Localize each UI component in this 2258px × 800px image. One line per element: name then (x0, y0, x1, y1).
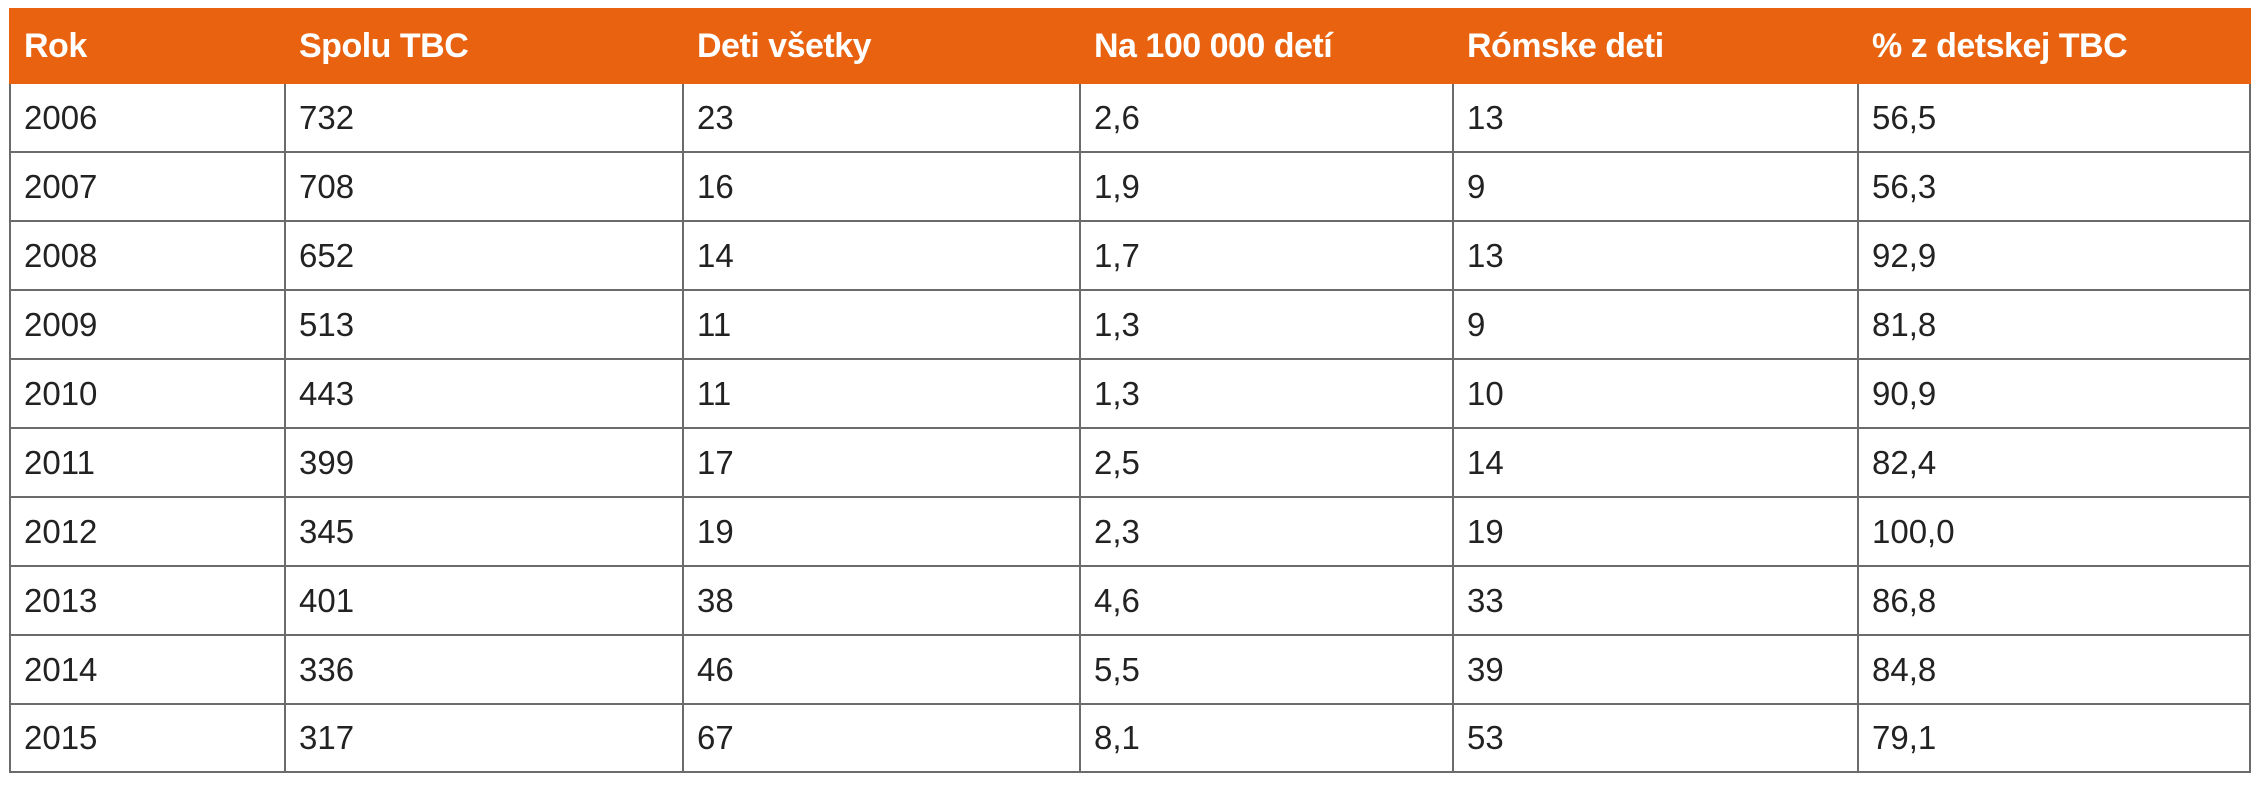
table-cell: 19 (682, 496, 1081, 567)
column-header-percent-detskej-tbc: % z detskej TBC (1857, 8, 2251, 84)
table-cell: 513 (284, 289, 684, 360)
table-row: 2013 401 38 4,6 33 86,8 (9, 565, 2251, 636)
table-cell: 38 (682, 565, 1081, 636)
column-header-spolu-tbc: Spolu TBC (284, 8, 684, 84)
table-cell: 2,5 (1079, 427, 1454, 498)
table-row: 2015 317 67 8,1 53 79,1 (9, 703, 2251, 773)
table-cell: 732 (284, 82, 684, 153)
column-header-rok: Rok (9, 8, 286, 84)
table-cell: 9 (1452, 151, 1859, 222)
table-cell: 2010 (9, 358, 286, 429)
tbc-data-table: Rok Spolu TBC Deti všetky Na 100 000 det… (9, 8, 2251, 773)
table-cell: 92,9 (1857, 220, 2251, 291)
table-cell: 82,4 (1857, 427, 2251, 498)
table-cell: 1,9 (1079, 151, 1454, 222)
table-row: 2009 513 11 1,3 9 81,8 (9, 289, 2251, 360)
column-header-na-100000-deti: Na 100 000 detí (1079, 8, 1454, 84)
table-cell: 11 (682, 289, 1081, 360)
table-row: 2006 732 23 2,6 13 56,5 (9, 82, 2251, 153)
table-cell: 23 (682, 82, 1081, 153)
table-cell: 8,1 (1079, 703, 1454, 773)
table-row: 2012 345 19 2,3 19 100,0 (9, 496, 2251, 567)
table-cell: 56,3 (1857, 151, 2251, 222)
table-cell: 2012 (9, 496, 286, 567)
table-cell: 2006 (9, 82, 286, 153)
table-cell: 19 (1452, 496, 1859, 567)
table-cell: 13 (1452, 82, 1859, 153)
header-row: Rok Spolu TBC Deti všetky Na 100 000 det… (9, 8, 2251, 84)
table-cell: 336 (284, 634, 684, 705)
table-cell: 1,3 (1079, 358, 1454, 429)
table-cell: 4,6 (1079, 565, 1454, 636)
table-row: 2010 443 11 1,3 10 90,9 (9, 358, 2251, 429)
table-cell: 81,8 (1857, 289, 2251, 360)
table-row: 2014 336 46 5,5 39 84,8 (9, 634, 2251, 705)
table-cell: 9 (1452, 289, 1859, 360)
table-cell: 399 (284, 427, 684, 498)
table-cell: 2014 (9, 634, 286, 705)
table-cell: 84,8 (1857, 634, 2251, 705)
table-cell: 1,7 (1079, 220, 1454, 291)
table-cell: 317 (284, 703, 684, 773)
table-cell: 33 (1452, 565, 1859, 636)
column-header-deti-vsetky: Deti všetky (682, 8, 1081, 84)
table-cell: 67 (682, 703, 1081, 773)
column-header-romske-deti: Rómske deti (1452, 8, 1859, 84)
table-cell: 1,3 (1079, 289, 1454, 360)
table-cell: 443 (284, 358, 684, 429)
table-cell: 708 (284, 151, 684, 222)
table-row: 2011 399 17 2,5 14 82,4 (9, 427, 2251, 498)
table-cell: 652 (284, 220, 684, 291)
table-header: Rok Spolu TBC Deti všetky Na 100 000 det… (9, 8, 2251, 84)
table-row: 2008 652 14 1,7 13 92,9 (9, 220, 2251, 291)
table-cell: 53 (1452, 703, 1859, 773)
table-cell: 16 (682, 151, 1081, 222)
table-cell: 401 (284, 565, 684, 636)
table-cell: 79,1 (1857, 703, 2251, 773)
table-cell: 13 (1452, 220, 1859, 291)
table-cell: 86,8 (1857, 565, 2251, 636)
tbc-table-container: Rok Spolu TBC Deti všetky Na 100 000 det… (9, 8, 2251, 773)
table-body: 2006 732 23 2,6 13 56,5 2007 708 16 1,9 … (9, 82, 2251, 773)
table-cell: 2015 (9, 703, 286, 773)
table-cell: 39 (1452, 634, 1859, 705)
table-cell: 17 (682, 427, 1081, 498)
table-cell: 90,9 (1857, 358, 2251, 429)
table-cell: 10 (1452, 358, 1859, 429)
table-cell: 14 (682, 220, 1081, 291)
table-cell: 46 (682, 634, 1081, 705)
table-cell: 11 (682, 358, 1081, 429)
table-cell: 2008 (9, 220, 286, 291)
table-cell: 2,6 (1079, 82, 1454, 153)
table-cell: 56,5 (1857, 82, 2251, 153)
table-cell: 2007 (9, 151, 286, 222)
table-cell: 5,5 (1079, 634, 1454, 705)
table-cell: 345 (284, 496, 684, 567)
table-row: 2007 708 16 1,9 9 56,3 (9, 151, 2251, 222)
table-cell: 2011 (9, 427, 286, 498)
table-cell: 2013 (9, 565, 286, 636)
table-cell: 14 (1452, 427, 1859, 498)
table-cell: 100,0 (1857, 496, 2251, 567)
table-cell: 2,3 (1079, 496, 1454, 567)
table-cell: 2009 (9, 289, 286, 360)
